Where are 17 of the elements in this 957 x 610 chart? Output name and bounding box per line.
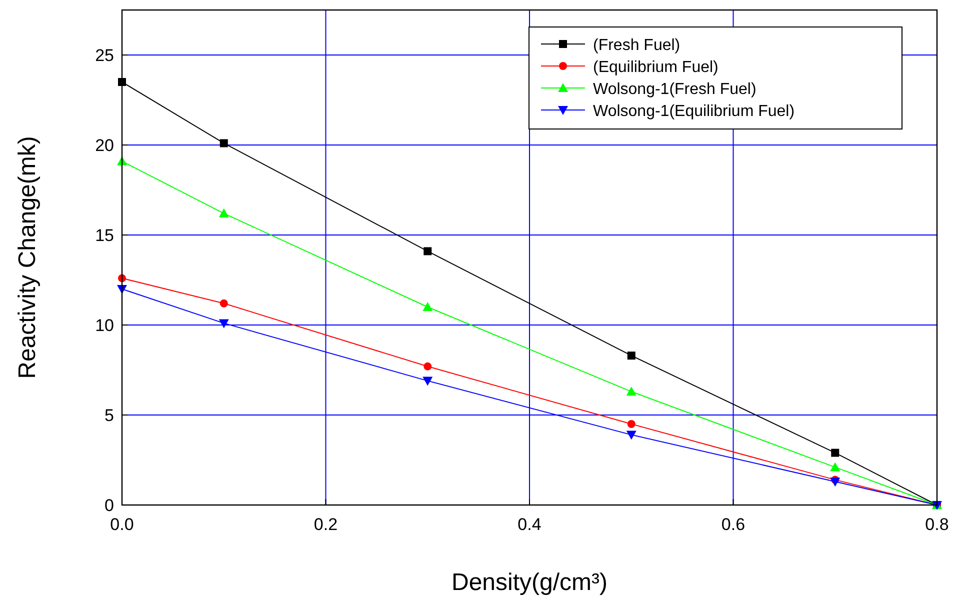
- x-axis-title: Density(g/cm³): [451, 569, 608, 596]
- x-tick-label: 0.2: [314, 515, 338, 534]
- y-tick-label: 10: [95, 316, 114, 335]
- x-tick-label: 0.8: [925, 515, 949, 534]
- y-tick-label: 15: [95, 226, 114, 245]
- x-tick-label: 0.0: [110, 515, 134, 534]
- y-tick-label: 5: [104, 406, 114, 425]
- legend-label: (Equilibrium Fuel): [593, 59, 718, 76]
- legend-label: Wolsong-1(Equilibrium Fuel): [593, 103, 795, 120]
- y-axis-title: Reactivity Change(mk): [14, 136, 41, 379]
- y-tick-label: 25: [95, 46, 114, 65]
- legend-label: (Fresh Fuel): [593, 37, 680, 54]
- x-tick-label: 0.6: [721, 515, 746, 534]
- legend-label: Wolsong-1(Fresh Fuel): [593, 81, 756, 98]
- y-tick-label: 0: [104, 496, 114, 515]
- x-tick-label: 0.4: [518, 515, 542, 534]
- y-tick-label: 20: [95, 136, 114, 155]
